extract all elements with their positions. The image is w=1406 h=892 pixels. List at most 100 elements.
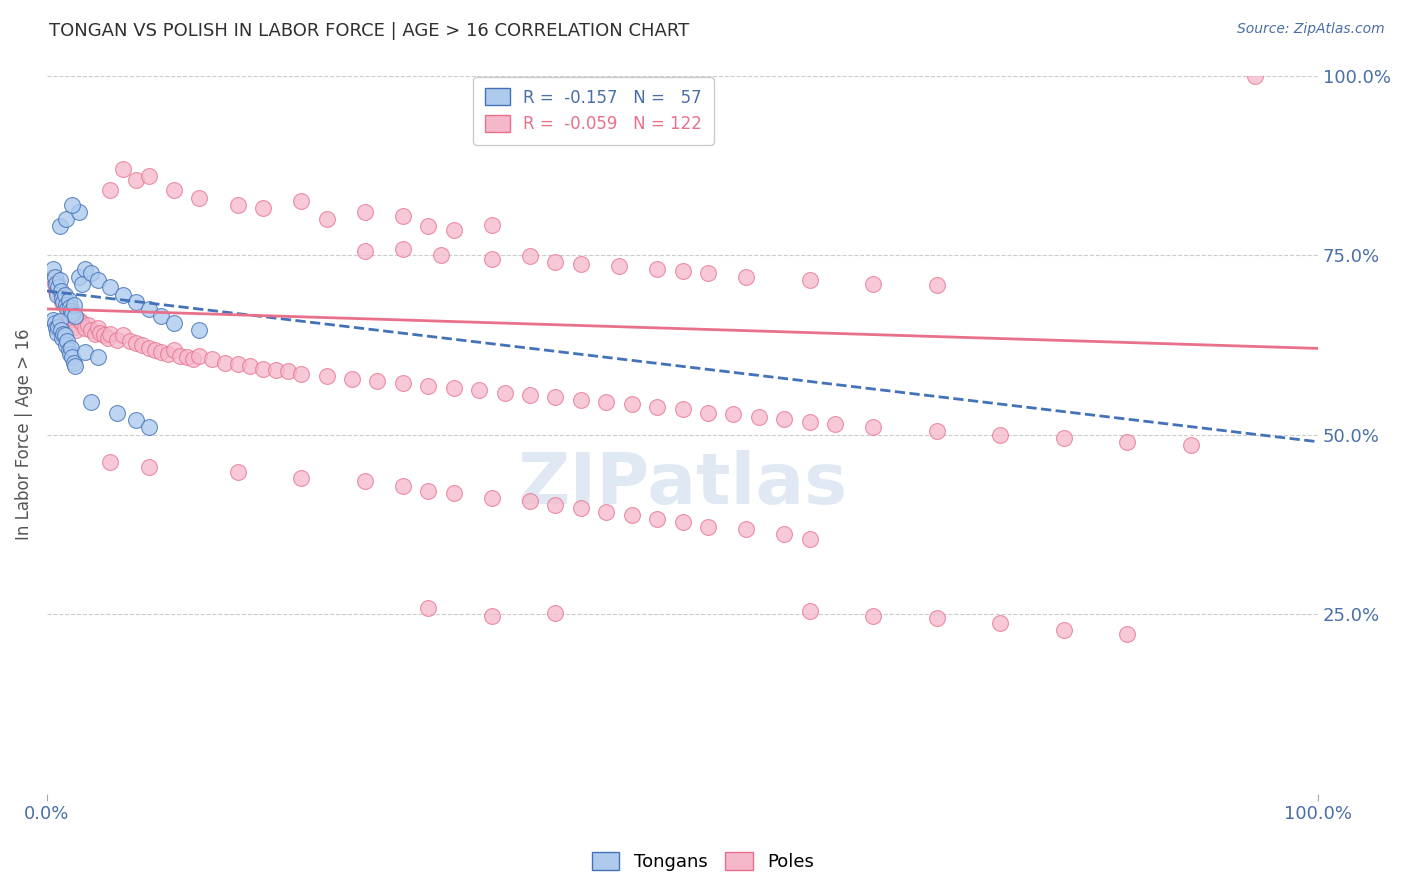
Point	[723, 408, 745, 422]
Text: Source: ZipAtlas.com: Source: ZipAtlas.com	[1237, 22, 1385, 37]
Point	[60, 198, 83, 212]
Point	[45, 277, 67, 291]
Point	[163, 316, 186, 330]
Point	[100, 183, 122, 197]
Point	[392, 209, 415, 223]
Point	[56, 301, 79, 316]
Point	[799, 273, 821, 287]
Point	[645, 512, 668, 526]
Point	[862, 277, 884, 291]
Point	[49, 323, 72, 337]
Y-axis label: In Labor Force | Age > 16: In Labor Force | Age > 16	[15, 329, 32, 541]
Point	[60, 304, 83, 318]
Point	[46, 326, 69, 340]
Point	[42, 262, 65, 277]
Point	[87, 273, 110, 287]
Point	[105, 406, 128, 420]
Point	[353, 244, 375, 259]
Point	[748, 409, 770, 424]
Point	[138, 301, 160, 316]
Point	[163, 183, 186, 197]
Point	[925, 611, 948, 625]
Point	[118, 334, 141, 349]
Point	[59, 309, 82, 323]
Point	[735, 269, 758, 284]
Point	[143, 343, 166, 357]
Point	[125, 294, 148, 309]
Point	[105, 333, 128, 347]
Point	[67, 269, 90, 284]
Point	[481, 218, 503, 232]
Point	[60, 307, 83, 321]
Point	[44, 269, 66, 284]
Point	[112, 287, 135, 301]
Point	[988, 427, 1011, 442]
Point	[72, 316, 94, 330]
Point	[418, 219, 440, 234]
Point	[773, 526, 796, 541]
Point	[290, 194, 312, 209]
Point	[44, 316, 66, 330]
Point	[51, 331, 73, 345]
Point	[671, 264, 693, 278]
Point	[697, 519, 720, 533]
Point	[799, 603, 821, 617]
Point	[481, 252, 503, 266]
Point	[51, 291, 73, 305]
Point	[52, 294, 75, 309]
Point	[544, 390, 567, 404]
Point	[290, 471, 312, 485]
Point	[481, 608, 503, 623]
Point	[63, 319, 86, 334]
Point	[48, 219, 70, 234]
Point	[1243, 69, 1265, 83]
Point	[443, 381, 465, 395]
Point	[56, 334, 79, 349]
Point	[63, 309, 86, 323]
Point	[519, 493, 541, 508]
Point	[277, 364, 299, 378]
Point	[46, 280, 69, 294]
Point	[100, 327, 122, 342]
Point	[55, 338, 77, 352]
Point	[59, 347, 82, 361]
Point	[131, 338, 153, 352]
Point	[60, 350, 83, 364]
Point	[156, 347, 179, 361]
Point	[620, 508, 643, 522]
Point	[53, 293, 76, 307]
Point	[620, 397, 643, 411]
Point	[163, 343, 186, 357]
Point	[862, 608, 884, 623]
Point	[176, 350, 198, 364]
Point	[366, 374, 388, 388]
Point	[42, 269, 65, 284]
Point	[418, 378, 440, 392]
Point	[46, 276, 69, 290]
Point	[988, 615, 1011, 630]
Point	[62, 356, 84, 370]
Point	[62, 316, 84, 330]
Text: TONGAN VS POLISH IN LABOR FORCE | AGE > 16 CORRELATION CHART: TONGAN VS POLISH IN LABOR FORCE | AGE > …	[49, 22, 689, 40]
Point	[55, 298, 77, 312]
Point	[169, 349, 191, 363]
Point	[138, 459, 160, 474]
Point	[63, 359, 86, 374]
Point	[392, 376, 415, 390]
Point	[100, 280, 122, 294]
Point	[201, 352, 224, 367]
Point	[264, 363, 287, 377]
Point	[112, 328, 135, 343]
Point	[138, 342, 160, 356]
Point	[824, 417, 846, 431]
Point	[544, 498, 567, 512]
Point	[799, 415, 821, 429]
Point	[67, 312, 90, 326]
Point	[84, 327, 107, 342]
Point	[60, 304, 83, 318]
Point	[188, 323, 211, 337]
Point	[188, 349, 211, 363]
Point	[353, 475, 375, 489]
Point	[735, 522, 758, 536]
Point	[125, 172, 148, 186]
